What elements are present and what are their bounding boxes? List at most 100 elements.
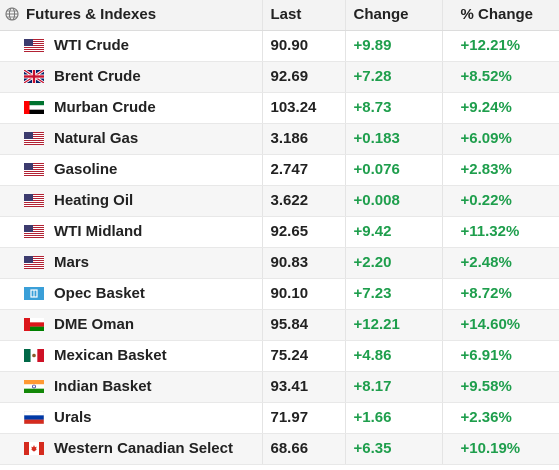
- instrument-cell[interactable]: WTI Midland: [0, 216, 263, 248]
- instrument-cell[interactable]: Mexican Basket: [0, 340, 263, 372]
- column-header-pct-change[interactable]: % Change: [442, 0, 559, 31]
- price-change: +0.076: [345, 154, 443, 186]
- instrument-cell[interactable]: DME Oman: [0, 309, 263, 341]
- us-flag-icon: [24, 194, 44, 207]
- last-price: 93.41: [262, 371, 346, 403]
- last-price: 3.186: [262, 123, 346, 155]
- instrument-cell[interactable]: WTI Crude: [0, 30, 263, 62]
- column-header-last[interactable]: Last: [262, 0, 346, 31]
- last-price: 3.622: [262, 185, 346, 217]
- price-change: +0.183: [345, 123, 443, 155]
- percent-change: +2.36%: [442, 402, 559, 434]
- instrument-cell[interactable]: Mars: [0, 247, 263, 279]
- opec-flag-icon: [24, 287, 44, 300]
- globe-icon: [5, 7, 19, 21]
- instrument-name[interactable]: WTI Midland: [54, 223, 143, 240]
- price-change: +9.42: [345, 216, 443, 248]
- us-flag-icon: [24, 39, 44, 52]
- percent-change: +10.19%: [442, 433, 559, 465]
- instrument-name[interactable]: Gasoline: [54, 161, 118, 178]
- instrument-cell[interactable]: Natural Gas: [0, 123, 263, 155]
- instrument-name[interactable]: Western Canadian Select: [54, 440, 233, 457]
- instrument-name[interactable]: Murban Crude: [54, 99, 156, 116]
- us-flag-icon: [24, 163, 44, 176]
- column-header-name[interactable]: Futures & Indexes: [0, 0, 263, 31]
- instrument-name[interactable]: Brent Crude: [54, 68, 141, 85]
- column-header-change[interactable]: Change: [345, 0, 443, 31]
- instrument-name[interactable]: Mars: [54, 254, 90, 271]
- table-row[interactable]: Brent Crude 92.69 +7.28 +8.52%: [0, 61, 559, 93]
- instrument-cell[interactable]: Gasoline: [0, 154, 263, 186]
- percent-change: +0.22%: [442, 185, 559, 217]
- uk-flag-icon: [24, 70, 44, 83]
- canada-flag-icon: [24, 442, 44, 455]
- percent-change: +8.72%: [442, 278, 559, 310]
- price-change: +6.35: [345, 433, 443, 465]
- price-change: +8.73: [345, 92, 443, 124]
- percent-change: +14.60%: [442, 309, 559, 341]
- price-change: +9.89: [345, 30, 443, 62]
- price-change: +8.17: [345, 371, 443, 403]
- instrument-cell[interactable]: Urals: [0, 402, 263, 434]
- table-row[interactable]: Urals 71.97 +1.66 +2.36%: [0, 402, 559, 434]
- instrument-cell[interactable]: Opec Basket: [0, 278, 263, 310]
- percent-change: +9.24%: [442, 92, 559, 124]
- table-row[interactable]: Heating Oil 3.622 +0.008 +0.22%: [0, 185, 559, 217]
- oman-flag-icon: [24, 318, 44, 331]
- last-price: 90.90: [262, 30, 346, 62]
- last-price: 92.69: [262, 61, 346, 93]
- table-row[interactable]: WTI Midland 92.65 +9.42 +11.32%: [0, 216, 559, 248]
- percent-change: +9.58%: [442, 371, 559, 403]
- percent-change: +2.83%: [442, 154, 559, 186]
- instrument-name[interactable]: Indian Basket: [54, 378, 152, 395]
- instrument-cell[interactable]: Brent Crude: [0, 61, 263, 93]
- table-row[interactable]: Murban Crude 103.24 +8.73 +9.24%: [0, 92, 559, 124]
- instrument-name[interactable]: Heating Oil: [54, 192, 134, 209]
- percent-change: +11.32%: [442, 216, 559, 248]
- percent-change: +6.09%: [442, 123, 559, 155]
- last-price: 95.84: [262, 309, 346, 341]
- price-change: +4.86: [345, 340, 443, 372]
- table-header: Futures & Indexes Last Change % Change: [0, 0, 559, 31]
- table-row[interactable]: Gasoline 2.747 +0.076 +2.83%: [0, 154, 559, 186]
- instrument-name[interactable]: Mexican Basket: [54, 347, 167, 364]
- table-row[interactable]: Mars 90.83 +2.20 +2.48%: [0, 247, 559, 279]
- table-row[interactable]: Opec Basket 90.10 +7.23 +8.72%: [0, 278, 559, 310]
- table-row[interactable]: Indian Basket 93.41 +8.17 +9.58%: [0, 371, 559, 403]
- instrument-name[interactable]: Natural Gas: [54, 130, 139, 147]
- instrument-name[interactable]: WTI Crude: [54, 37, 129, 54]
- price-change: +1.66: [345, 402, 443, 434]
- table-row[interactable]: Western Canadian Select 68.66 +6.35 +10.19%: [0, 433, 559, 465]
- price-change: +2.20: [345, 247, 443, 279]
- price-change: +12.21: [345, 309, 443, 341]
- column-header-name-label: Futures & Indexes: [26, 6, 157, 24]
- last-price: 90.10: [262, 278, 346, 310]
- percent-change: +12.21%: [442, 30, 559, 62]
- instrument-name[interactable]: Opec Basket: [54, 285, 145, 302]
- price-change: +0.008: [345, 185, 443, 217]
- instrument-name[interactable]: Urals: [54, 409, 92, 426]
- instrument-cell[interactable]: Indian Basket: [0, 371, 263, 403]
- last-price: 103.24: [262, 92, 346, 124]
- instrument-cell[interactable]: Western Canadian Select: [0, 433, 263, 465]
- table-row[interactable]: WTI Crude 90.90 +9.89 +12.21%: [0, 30, 559, 62]
- uae-flag-icon: [24, 101, 44, 114]
- us-flag-icon: [24, 225, 44, 238]
- last-price: 92.65: [262, 216, 346, 248]
- us-flag-icon: [24, 256, 44, 269]
- price-change: +7.23: [345, 278, 443, 310]
- instrument-cell[interactable]: Heating Oil: [0, 185, 263, 217]
- last-price: 71.97: [262, 402, 346, 434]
- mexico-flag-icon: [24, 349, 44, 362]
- table-row[interactable]: Mexican Basket 75.24 +4.86 +6.91%: [0, 340, 559, 372]
- table-row[interactable]: Natural Gas 3.186 +0.183 +6.09%: [0, 123, 559, 155]
- percent-change: +8.52%: [442, 61, 559, 93]
- last-price: 75.24: [262, 340, 346, 372]
- last-price: 68.66: [262, 433, 346, 465]
- instrument-name[interactable]: DME Oman: [54, 316, 135, 333]
- russia-flag-icon: [24, 411, 44, 424]
- instrument-cell[interactable]: Murban Crude: [0, 92, 263, 124]
- india-flag-icon: [24, 380, 44, 393]
- table-row[interactable]: DME Oman 95.84 +12.21 +14.60%: [0, 309, 559, 341]
